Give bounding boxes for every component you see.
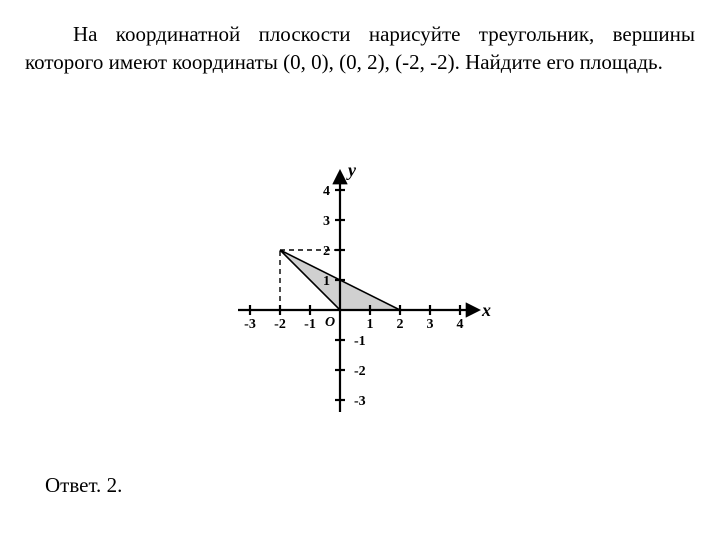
x-tick-label: 1 — [367, 317, 374, 332]
x-tick-label: -2 — [274, 317, 286, 332]
x-axis-label: x — [481, 300, 491, 320]
y-tick-label: 1 — [323, 274, 330, 289]
y-tick-label: 4 — [323, 184, 330, 199]
origin-label: O — [325, 315, 335, 330]
x-tick-label: -1 — [304, 317, 316, 332]
x-tick-label: -3 — [244, 317, 256, 332]
problem-statement: На координатной плоскости нарисуйте треу… — [25, 20, 695, 77]
problem-text: На координатной плоскости нарисуйте треу… — [25, 22, 695, 74]
y-tick-label: 2 — [323, 244, 330, 259]
y-tick-label: -1 — [354, 334, 366, 349]
x-tick-label: 2 — [397, 317, 404, 332]
answer-label: Ответ. — [45, 473, 101, 497]
y-axis-label: y — [346, 160, 357, 180]
x-tick-label: 4 — [457, 317, 464, 332]
x-tick-label: 3 — [427, 317, 434, 332]
y-tick-label: -3 — [354, 394, 366, 409]
chart-container: -3-2-11234-3-2-11234Oxy — [0, 150, 720, 435]
y-tick-label: 3 — [323, 214, 330, 229]
answer-value: 2. — [107, 473, 123, 497]
answer-block: Ответ. 2. — [45, 473, 122, 498]
coordinate-plane: -3-2-11234-3-2-11234Oxy — [210, 150, 510, 430]
y-tick-label: -2 — [354, 364, 366, 379]
